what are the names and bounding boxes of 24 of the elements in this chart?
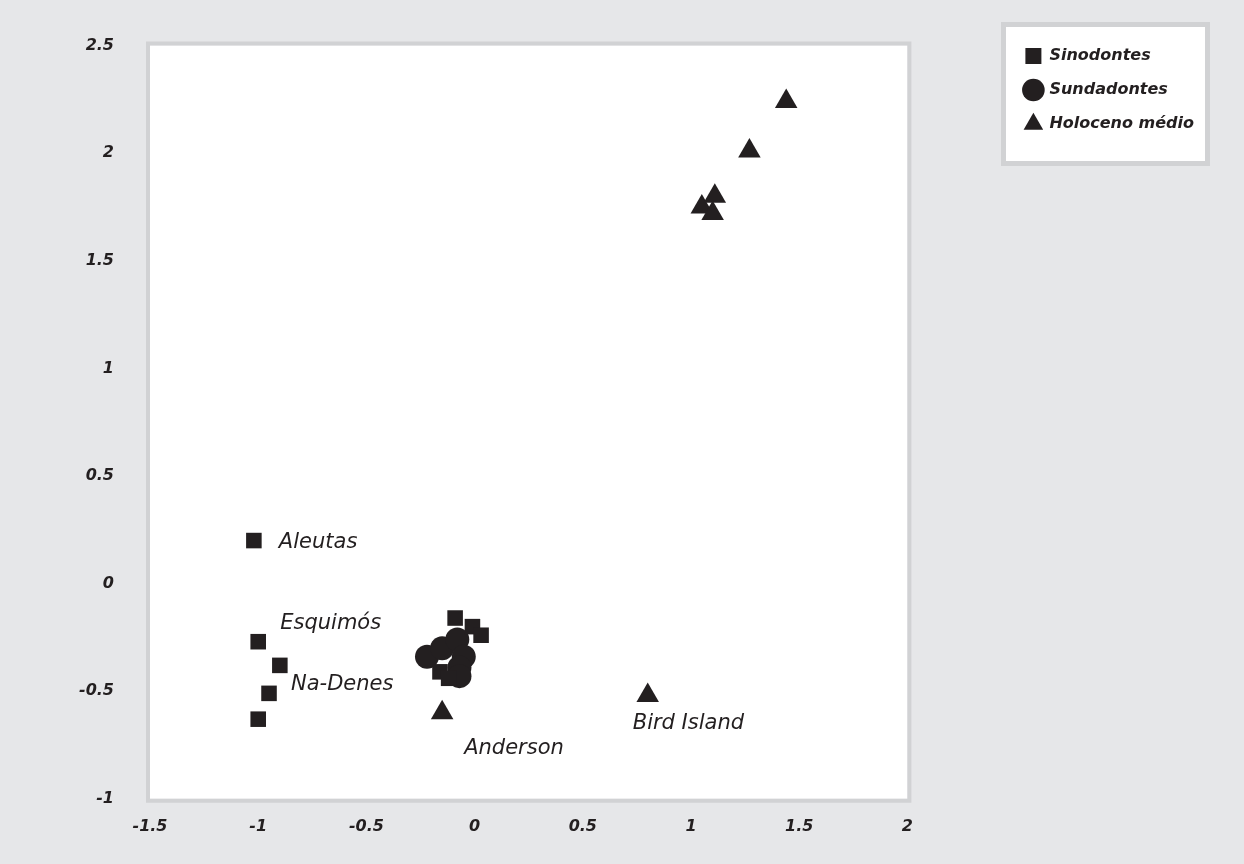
y-tick-label: 1.5 <box>85 249 114 269</box>
annotation: Na-Denes <box>291 670 394 695</box>
legend-label: Sundadontes <box>1049 79 1168 99</box>
y-tick-label: -0.5 <box>79 680 114 700</box>
x-tick-label: 1 <box>685 815 697 835</box>
y-tick-label: 0.5 <box>85 465 114 485</box>
annotation: Aleutas <box>276 529 358 554</box>
x-tick-label: 0.5 <box>568 815 597 835</box>
x-tick-label: 1.5 <box>785 815 814 835</box>
annotation: Bird Island <box>632 709 745 734</box>
y-tick-label: 2.5 <box>85 34 114 54</box>
x-tick-label: 0 <box>469 815 481 835</box>
y-tick-label: 1 <box>102 357 114 377</box>
x-tick-label: -0.5 <box>348 815 384 835</box>
y-tick-label: 0 <box>102 572 114 592</box>
x-tick-label: -1.5 <box>132 815 168 835</box>
annotation: Esquimós <box>280 610 382 635</box>
x-tick-label: -1 <box>249 815 268 835</box>
y-tick-label: -1 <box>96 787 114 807</box>
legend-label: Holoceno médio <box>1049 113 1195 133</box>
legend-label: Sinodontes <box>1049 45 1151 65</box>
annotation: Anderson <box>462 735 564 760</box>
x-tick-label: 2 <box>901 815 913 835</box>
y-tick-label: 2 <box>102 142 114 162</box>
